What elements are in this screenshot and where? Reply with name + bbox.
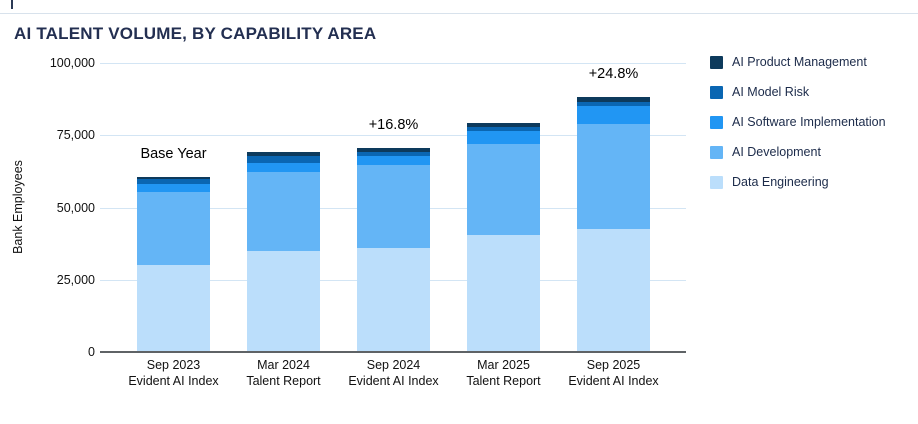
gridline-100-000 [100, 63, 686, 64]
bar-segment-ai-software-implementation[interactable] [357, 156, 430, 165]
x-axis-label-line: Sep 2024 [366, 358, 421, 372]
legend-item-ai-software-implementation: AI Software Implementation [710, 115, 886, 129]
legend-swatch-ai-software-implementation [710, 115, 723, 129]
bar-segment-data-engineering[interactable] [467, 234, 540, 352]
bar-segment-ai-software-implementation[interactable] [137, 184, 210, 192]
legend-item-ai-model-risk: AI Model Risk [710, 85, 886, 99]
y-axis-title: Bank Employees [11, 160, 25, 254]
legend-label-ai-model-risk: AI Model Risk [732, 85, 810, 99]
bar-segment-ai-software-implementation[interactable] [467, 131, 540, 145]
x-axis-label-line: Sep 2025 [586, 358, 641, 372]
annotation-base-year: Base Year [140, 146, 207, 163]
bar-segment-ai-model-risk[interactable] [137, 179, 210, 185]
bar-segment-ai-product-management[interactable] [467, 122, 540, 127]
bar-segment-data-engineering[interactable] [577, 228, 650, 352]
bar-segment-ai-development[interactable] [137, 191, 210, 266]
x-axis-label-line: Mar 2025 [477, 358, 530, 372]
bar-segment-ai-development[interactable] [577, 123, 650, 229]
annotation-16-8: +16.8% [368, 116, 419, 133]
bar-segment-data-engineering[interactable] [137, 265, 210, 352]
x-axis-label-mar-2025: Mar 2025 Talent Report [439, 358, 569, 389]
legend-swatch-ai-development [710, 145, 723, 159]
legend-label-ai-software-implementation: AI Software Implementation [732, 115, 886, 129]
y-tick-label-25-000: 25,000 [56, 272, 95, 287]
y-tick-label-0: 0 [88, 345, 95, 359]
x-axis-label-mar-2024: Mar 2024 Talent Report [219, 358, 349, 389]
page-top-divider [0, 13, 918, 14]
bar-segment-ai-product-management[interactable] [357, 147, 430, 152]
x-axis-label-sep-2024: Sep 2024 Evident AI Index [329, 358, 459, 389]
bar-segment-data-engineering[interactable] [357, 247, 430, 352]
legend-item-ai-product-management: AI Product Management [710, 55, 886, 69]
bar-segment-ai-model-risk[interactable] [357, 152, 430, 157]
legend: AI Product Management AI Model Risk AI S… [710, 55, 886, 189]
legend-label-ai-product-management: AI Product Management [732, 55, 867, 69]
x-axis-label-line: Evident AI Index [128, 373, 219, 388]
stray-cursor-mark [11, 0, 13, 9]
x-axis-label-line: Sep 2023 [146, 358, 201, 372]
bar-segment-ai-model-risk[interactable] [577, 102, 650, 107]
gridline-75-000 [100, 135, 686, 137]
y-tick-label-50-000: 50,000 [56, 200, 95, 215]
legend-label-data-engineering: Data Engineering [732, 175, 829, 189]
legend-label-ai-development: AI Development [732, 145, 821, 159]
legend-item-data-engineering: Data Engineering [710, 175, 886, 189]
annotation-24-8: +24.8% [588, 66, 639, 83]
chart-title: AI TALENT VOLUME, BY CAPABILITY AREA [14, 24, 377, 43]
x-axis-label-sep-2025: Sep 2025 Evident AI Index [549, 358, 679, 389]
x-axis-label-line: Mar 2024 [257, 358, 310, 372]
bar-segment-ai-product-management[interactable] [137, 177, 210, 180]
x-axis-label-line: Evident AI Index [568, 373, 659, 388]
bar-segment-ai-development[interactable] [357, 165, 430, 248]
x-axis-label-line: Talent Report [466, 373, 541, 388]
bar-segment-ai-product-management[interactable] [247, 152, 320, 157]
bar-segment-ai-development[interactable] [247, 171, 320, 251]
bar-segment-ai-model-risk[interactable] [467, 126, 540, 132]
bar-segment-ai-development[interactable] [467, 144, 540, 235]
y-tick-label-75-000: 75,000 [56, 128, 95, 143]
legend-swatch-ai-product-management [710, 55, 723, 69]
x-axis-label-line: Evident AI Index [348, 373, 439, 388]
bar-segment-ai-model-risk[interactable] [247, 156, 320, 164]
legend-item-ai-development: AI Development [710, 145, 886, 159]
bar-segment-ai-software-implementation[interactable] [577, 106, 650, 124]
legend-swatch-ai-model-risk [710, 85, 723, 99]
legend-swatch-data-engineering [710, 175, 723, 189]
bar-segment-ai-software-implementation[interactable] [247, 163, 320, 172]
bar-segment-data-engineering[interactable] [247, 250, 320, 352]
x-axis-line [100, 351, 686, 353]
x-axis-label-line: Talent Report [246, 373, 321, 388]
y-tick-label-100-000: 100,000 [49, 56, 95, 70]
bar-segment-ai-product-management[interactable] [577, 97, 650, 103]
x-axis-label-sep-2023: Sep 2023 Evident AI Index [109, 358, 239, 389]
